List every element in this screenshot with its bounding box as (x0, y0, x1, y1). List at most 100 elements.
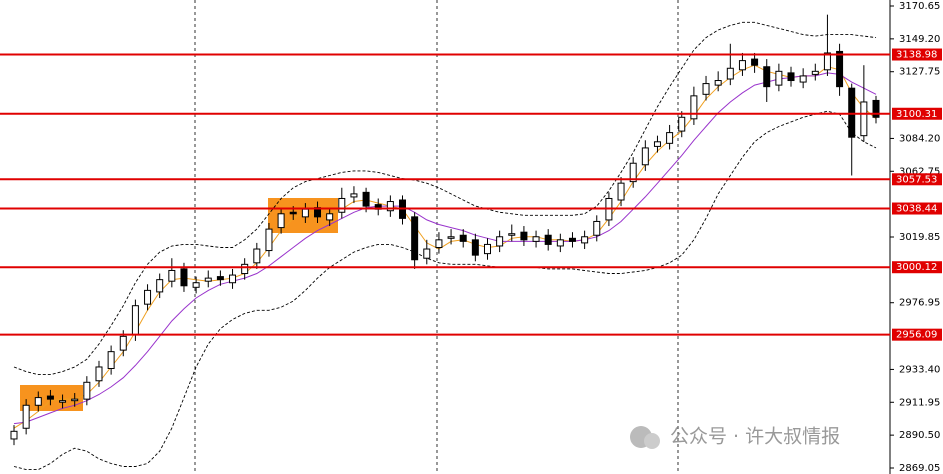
candle-body (751, 58, 759, 66)
level-label: 2956.09 (896, 330, 937, 341)
candle-body (738, 60, 746, 71)
candle-body (568, 237, 576, 242)
candle-body (34, 397, 42, 406)
candle-body (848, 87, 856, 138)
candle-body (289, 211, 297, 215)
y-tick-label: 3127.75 (899, 67, 940, 78)
candle-body (301, 208, 309, 218)
candle-body (702, 83, 710, 95)
candle-body (192, 282, 200, 288)
candle-body (411, 216, 419, 261)
candle-body (180, 268, 188, 287)
candle-body (872, 99, 880, 118)
level-label: 3057.53 (896, 174, 937, 185)
watermark-text: 公众号 · 许大叔情报 (670, 426, 840, 448)
level-label-box (892, 328, 942, 341)
candle-body (775, 70, 783, 86)
candle-body (653, 141, 661, 147)
level-label-box (892, 173, 942, 186)
candle-body (22, 404, 30, 429)
y-tick-label: 2976.95 (899, 298, 940, 309)
candle-body (423, 248, 431, 259)
candle-body (763, 66, 771, 88)
candle-body (10, 430, 18, 440)
candle-body (216, 276, 224, 281)
candle-body (714, 80, 722, 86)
candle-body (71, 398, 79, 402)
level-label-box (892, 107, 942, 120)
moving-average-line (13, 72, 877, 425)
candle-body (119, 335, 127, 351)
y-tick-label: 2869.05 (899, 463, 940, 474)
candle-body (617, 182, 625, 201)
candle-body (629, 162, 637, 183)
candle-body (678, 116, 686, 132)
candle-body (144, 289, 152, 305)
candle-body (435, 239, 443, 248)
level-label: 3000.12 (896, 262, 937, 273)
candle-body (726, 67, 734, 80)
candle-body (46, 395, 54, 400)
candle-body (544, 234, 552, 245)
candle-body (83, 381, 91, 400)
candle-body (556, 239, 564, 247)
candle-body (229, 274, 237, 284)
y-tick-label: 3084.20 (899, 133, 940, 144)
band-line (13, 110, 877, 471)
candle-body (860, 101, 868, 137)
candle-body (787, 72, 795, 82)
candle-body (95, 366, 103, 382)
candle-body (581, 236, 589, 244)
candle-body (156, 279, 164, 293)
level-label-box (892, 202, 942, 215)
level-label: 3138.98 (896, 50, 937, 61)
candle-body (459, 234, 467, 242)
candle-body (666, 132, 674, 144)
candle-body (386, 201, 394, 212)
candle-body (641, 147, 649, 166)
candle-body (823, 52, 831, 71)
candle-body (168, 269, 176, 282)
level-label: 3100.31 (896, 109, 937, 120)
watermark: 公众号 · 许大叔情报 (630, 426, 840, 449)
level-label-box (892, 261, 942, 274)
y-tick-label: 2911.95 (899, 397, 940, 408)
candle-body (131, 305, 139, 336)
candle-body (350, 193, 358, 198)
y-tick-label: 2890.50 (899, 430, 940, 441)
candle-body (277, 213, 285, 229)
y-tick-label: 3170.65 (899, 1, 940, 12)
candle-body (811, 70, 819, 75)
candle-body (496, 236, 504, 247)
y-tick-label: 2933.40 (899, 364, 940, 375)
candle-body (532, 236, 540, 242)
watermark-icon (644, 433, 660, 449)
y-tick-label: 3019.85 (899, 232, 940, 243)
level-label: 3038.44 (896, 204, 937, 215)
candle-body (253, 248, 261, 264)
candle-body (508, 233, 516, 236)
candle-body (799, 75, 807, 83)
candle-body (520, 231, 528, 241)
candle-body (483, 243, 491, 255)
candle-body (107, 351, 115, 370)
candle-body (836, 50, 844, 88)
candle-body (204, 277, 212, 282)
candle-body (338, 197, 346, 213)
level-label-box (892, 48, 942, 61)
candle-body (471, 239, 479, 256)
candle-body (326, 213, 334, 221)
candle-body (690, 95, 698, 120)
y-tick-label: 3062.75 (899, 166, 940, 177)
y-tick-label: 3149.20 (899, 34, 940, 45)
candle-body (362, 191, 370, 207)
candle-body (593, 220, 601, 236)
candle-body (241, 263, 249, 275)
candle-body (59, 400, 67, 403)
candle-body (447, 236, 455, 239)
candle-body (265, 228, 273, 252)
band-line (13, 21, 877, 376)
